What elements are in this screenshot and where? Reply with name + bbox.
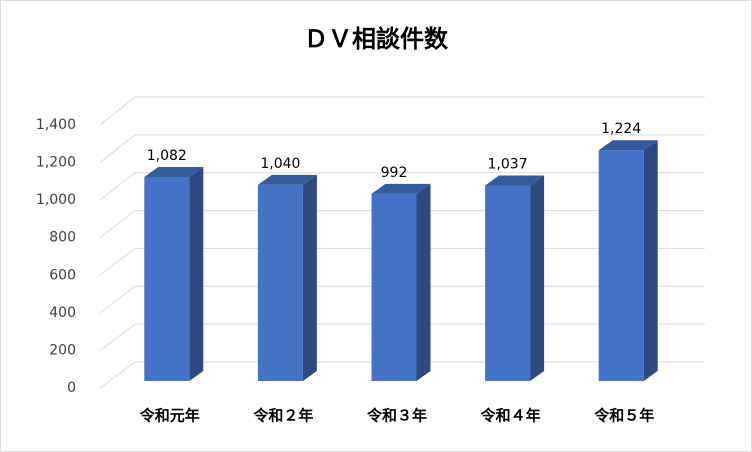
- bar: [371, 193, 417, 381]
- x-tick-label: 令和５年: [594, 407, 654, 425]
- y-tick-label: 800: [49, 230, 76, 246]
- bar-top: [598, 140, 658, 151]
- bar-side: [189, 166, 204, 381]
- bar-side: [643, 140, 658, 381]
- y-tick-label: 1,200: [36, 155, 76, 171]
- x-tick-label: 令和元年: [140, 407, 200, 425]
- y-tick-label: 200: [49, 342, 76, 358]
- chart-title: ＤＶ相談件数: [304, 25, 449, 53]
- bar-top: [144, 166, 204, 177]
- y-tick-label: 400: [49, 305, 76, 321]
- bar: [598, 150, 644, 381]
- bar-side: [416, 183, 431, 381]
- data-label: 1,040: [260, 156, 300, 172]
- y-tick-label: 1,400: [36, 117, 76, 133]
- bar-top: [485, 175, 545, 186]
- y-tick-label: 1,000: [36, 192, 76, 208]
- bar: [485, 185, 531, 381]
- bar-top: [257, 174, 317, 185]
- data-label: 1,082: [147, 148, 187, 164]
- data-label: 1,224: [601, 121, 641, 137]
- data-label: 1,037: [488, 156, 528, 172]
- bar: [144, 176, 190, 381]
- bar-side: [302, 174, 317, 381]
- bar-top: [371, 183, 431, 194]
- grid-line: [99, 172, 705, 201]
- grid-line: [99, 134, 705, 163]
- grid-line: [99, 96, 705, 126]
- bar-side: [530, 175, 545, 381]
- x-tick-label: 令和４年: [481, 407, 541, 425]
- x-tick-label: 令和２年: [253, 407, 313, 425]
- x-tick-label: 令和３年: [367, 407, 427, 425]
- data-label: 992: [381, 165, 408, 181]
- y-tick-label: 0: [67, 380, 76, 396]
- y-tick-label: 600: [49, 267, 76, 283]
- bar: [257, 184, 303, 381]
